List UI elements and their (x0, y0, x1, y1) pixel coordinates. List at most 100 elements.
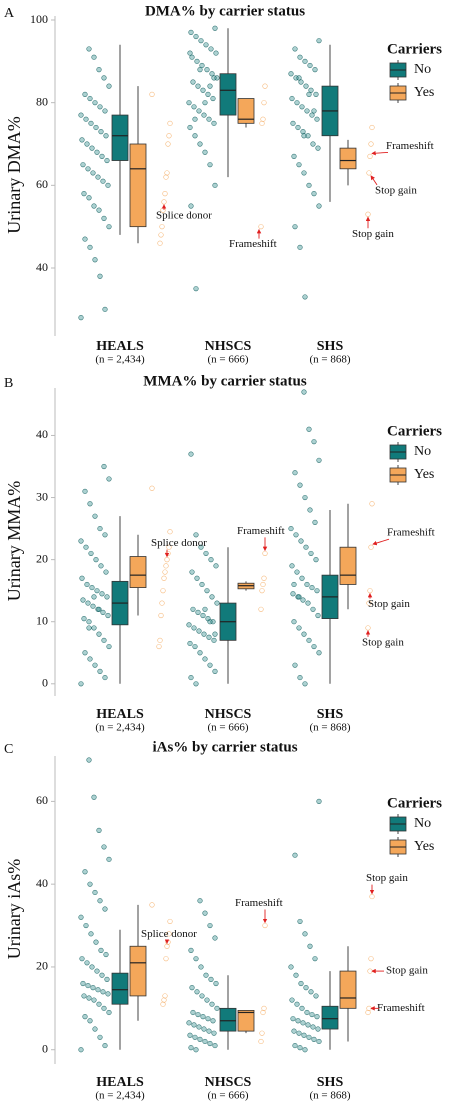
jitter-point (209, 594, 215, 600)
jitter-point (212, 25, 218, 31)
y-tick-label: 30 (36, 489, 48, 503)
y-tick-label: 100 (30, 12, 48, 26)
jitter-point (193, 532, 199, 538)
jitter-point (301, 1032, 307, 1038)
jitter-point (98, 563, 104, 569)
jitter-point (97, 668, 103, 674)
carrier-point (261, 1005, 267, 1011)
annotation: Stop gain (368, 598, 410, 610)
jitter-point (192, 116, 198, 122)
jitter-point (84, 960, 90, 966)
jitter-point (188, 947, 194, 953)
jitter-point (194, 989, 200, 995)
carrier-point (158, 232, 164, 238)
carrier-point (368, 544, 374, 550)
carrier-point (165, 141, 171, 147)
jitter-point (292, 470, 298, 476)
x-tick-label: HEALS (96, 707, 144, 722)
y-axis-label: Urinary DMA% (4, 116, 24, 233)
jitter-point (302, 931, 308, 937)
jitter-point (316, 798, 322, 804)
legend-label: Yes (414, 839, 434, 854)
jitter-point (199, 581, 205, 588)
jitter-point (199, 62, 205, 69)
jitter-point (290, 591, 296, 597)
jitter-point (105, 991, 111, 997)
carrier-point (261, 575, 267, 581)
jitter-point (202, 606, 208, 612)
jitter-point (303, 985, 309, 991)
jitter-point (78, 315, 84, 321)
jitter-point (189, 985, 195, 991)
jitter-point (304, 581, 310, 588)
jitter-point (101, 844, 107, 850)
jitter-point (96, 631, 102, 637)
jitter-point (78, 112, 84, 118)
x-tick-note: (n = 666) (207, 354, 248, 366)
x-tick-note: (n = 868) (309, 1090, 350, 1102)
y-tick-label: 0 (42, 1041, 48, 1055)
jitter-point (85, 982, 91, 989)
jitter-point (316, 1038, 322, 1045)
jitter-point (95, 987, 101, 993)
jitter-point (297, 674, 303, 681)
jitter-point (290, 120, 296, 126)
x-tick-label: SHS (317, 1075, 344, 1090)
jitter-point (82, 1014, 88, 1020)
legend-title: Carriers (387, 423, 442, 439)
jitter-point (82, 650, 88, 656)
jitter-point (302, 1047, 308, 1053)
jitter-point (315, 145, 321, 151)
jitter-point (212, 1042, 218, 1049)
carrier-point (369, 893, 375, 900)
jitter-point (311, 108, 317, 114)
jitter-point (105, 612, 111, 619)
jitter-point (78, 681, 84, 687)
y-tick-label: 60 (36, 177, 48, 191)
y-tick-label: 40 (36, 876, 48, 890)
jitter-point (306, 182, 312, 188)
box (237, 98, 255, 124)
jitter-point (195, 609, 201, 615)
jitter-point (302, 58, 308, 64)
jitter-point (186, 100, 192, 106)
carrier-point (165, 939, 171, 945)
jitter-point (295, 1018, 301, 1024)
jitter-point (102, 1042, 108, 1049)
jitter-point (312, 66, 318, 73)
carrier-point (159, 600, 165, 606)
jitter-point (296, 75, 302, 81)
carrier-point (167, 529, 173, 535)
carrier-point (162, 993, 168, 999)
jitter-point (88, 550, 94, 557)
y-tick-label: 40 (36, 260, 48, 274)
jitter-point (202, 100, 208, 106)
x-tick-label: NHSCS (205, 339, 252, 354)
carrier-point (162, 569, 168, 575)
chart-title: MMA% by carrier status (143, 373, 307, 389)
jitter-point (212, 668, 218, 674)
x-tick-note: (n = 868) (309, 354, 350, 366)
jitter-point (85, 600, 91, 606)
jitter-point (187, 50, 193, 56)
jitter-point (80, 980, 86, 987)
y-tick-label: 20 (36, 959, 48, 973)
x-tick-note: (n = 666) (207, 1090, 248, 1102)
x-tick-note: (n = 2,434) (95, 722, 145, 734)
annotation: Splice donor (141, 928, 197, 940)
jitter-point (197, 141, 203, 147)
box (339, 147, 357, 170)
annotation-arrow (370, 175, 378, 186)
jitter-point (213, 563, 219, 569)
jitter-point (84, 581, 90, 588)
jitter-point (211, 120, 217, 126)
carrier-point (157, 637, 163, 643)
jitter-point (92, 257, 98, 263)
jitter-point (291, 619, 297, 625)
jitter-point (100, 178, 106, 184)
jitter-point (106, 476, 112, 482)
x-tick-note: (n = 2,434) (95, 354, 145, 366)
jitter-point (308, 87, 314, 93)
jitter-point (89, 584, 95, 591)
jitter-point (84, 141, 90, 147)
